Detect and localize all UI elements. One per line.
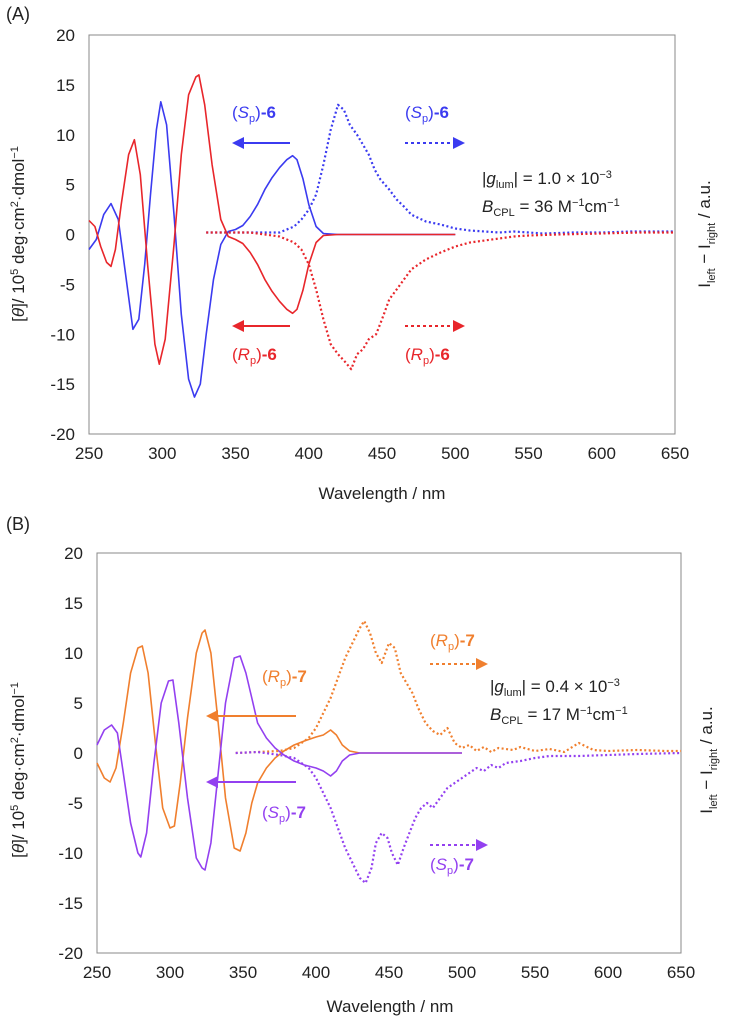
panel-a-arrowhead-rp6-cpl [453,320,465,332]
panel-a-series-line-1 [88,74,456,366]
panel-b-xtick-label: 250 [83,963,111,982]
panel-a-yticks: -20 -15 -10 -5 0 5 10 15 20 [50,26,75,444]
panel-a-xtick-label: 250 [75,444,103,463]
panel-b-ytick-label: -20 [58,944,83,963]
panel-b-xtick-label: 350 [229,963,257,982]
panel-b-label-sp7: (Sp)-7 [262,803,306,825]
panel-b-series-line-1 [96,655,462,871]
panel-b-ytick-label: -15 [58,894,83,913]
panel-a-ytick-label: 10 [56,126,75,145]
panel-a-xtick-label: 450 [368,444,396,463]
panel-a-ytick-label: 20 [56,26,75,45]
panel-b-frame [96,552,682,954]
panel-b-xtick-label: 600 [594,963,622,982]
panel-a-arrowhead-rp6-cd [232,320,244,332]
panel-a-label-sp6: (Sp)-6 [232,103,276,125]
panel-b-arrowhead-rp7-cd [206,710,218,722]
panel-a-xtick-label: 650 [661,444,689,463]
panel-a-ylabel-right: Ileft − Iright / a.u. [695,180,718,287]
panel-a-ytick-label: -15 [50,375,75,394]
panel-b-xtick-label: 450 [375,963,403,982]
panel-b-ytick-label: 0 [74,744,83,763]
panel-b-xlabel: Wavelength / nm [327,997,454,1016]
panel-a-label: (A) [6,4,30,24]
panel-b-arrowhead-rp7-cpl [476,658,488,670]
panel-b-xtick-label: 300 [156,963,184,982]
panel-a-xtick-label: 500 [441,444,469,463]
panel-a-label-rp6-cpl: (Rp)-6 [405,345,450,367]
panel-b-xtick-label: 400 [302,963,330,982]
panel-b-ytick-label: 15 [64,594,83,613]
panel-a-bcpl: BCPL = 36 M−1cm−1 [482,197,620,219]
panel-b-ytick-label: -10 [58,844,83,863]
panel-b-series [96,619,682,885]
panel-b-series-line-3 [235,750,682,885]
panel-a-ytick-label: 15 [56,76,75,95]
panel-a-ytick-label: -10 [50,325,75,344]
panel-b-arrowhead-sp7-cd [206,776,218,788]
panel-b-series-line-0 [96,629,462,852]
panel-b-series-line-2 [235,619,681,755]
panel-b-ylabel-right: Ileft − Iright / a.u. [697,706,720,813]
panel-a-ytick-label: 0 [66,226,75,245]
panel-a-xtick-label: 600 [588,444,616,463]
panel-a-glum: |glum| = 1.0 × 10−3 [482,169,612,191]
panel-a-xlabel: Wavelength / nm [319,484,446,503]
panel-a-ytick-label: 5 [66,176,75,195]
panel-a: (A) 250 300 350 400 450 500 550 600 650 -20 -15 -1… [6,4,718,503]
panel-a-arrowhead-sp6-cpl [453,137,465,149]
panel-a-label-rp6: (Rp)-6 [232,345,277,367]
panel-a-frame [88,34,676,435]
panel-b-label-sp7-cpl: (Sp)-7 [430,855,474,877]
panel-a-ylabel: [θ]/ 105 deg·cm2·dmol−1 [9,146,28,322]
panel-a-ytick-label: -5 [60,275,75,294]
panel-b-label: (B) [6,514,30,534]
panel-b: (B) 250 300 350 400 450 500 550 600 650 -20 -15 -1… [6,514,720,1016]
panel-a-xtick-label: 350 [221,444,249,463]
panel-a-arrowhead-sp6-cd [232,137,244,149]
panel-b-label-rp7-cpl: (Rp)-7 [430,631,475,653]
panel-b-ytick-label: 20 [64,544,83,563]
panel-a-ytick-label: -20 [50,425,75,444]
panel-a-series [88,74,675,398]
panel-b-ytick-label: 5 [74,694,83,713]
panel-a-xtick-label: 400 [295,444,323,463]
panel-b-ytick-label: 10 [64,644,83,663]
panel-a-label-sp6-cpl: (Sp)-6 [405,103,449,125]
panel-a-xticks: 250 300 350 400 450 500 550 600 650 [75,444,689,463]
panel-b-label-rp7: (Rp)-7 [262,667,307,689]
panel-b-bcpl: BCPL = 17 M−1cm−1 [490,705,628,727]
panel-a-xtick-label: 300 [148,444,176,463]
panel-a-xtick-label: 550 [514,444,542,463]
panel-b-xtick-label: 650 [667,963,695,982]
panel-b-ylabel: [θ]/ 105 deg·cm2·dmol−1 [9,682,28,858]
panel-b-xtick-label: 500 [448,963,476,982]
panel-b-glum: |glum| = 0.4 × 10−3 [490,677,620,699]
panel-a-series-line-0 [88,101,456,398]
panel-b-yticks: -20 -15 -10 -5 0 5 10 15 20 [58,544,83,963]
panel-b-arrowhead-sp7-cpl [476,839,488,851]
panel-b-xticks: 250 300 350 400 450 500 550 600 650 [83,963,695,982]
panel-b-ytick-label: -5 [68,794,83,813]
panel-b-xtick-label: 550 [521,963,549,982]
